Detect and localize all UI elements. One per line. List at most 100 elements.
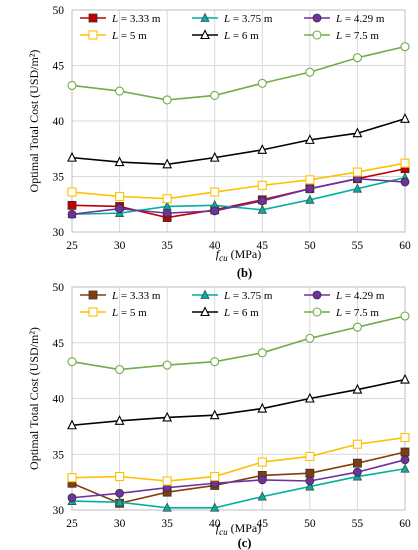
series-3 xyxy=(67,432,410,486)
y-tick-label: 45 xyxy=(53,338,65,350)
y-tick-label: 45 xyxy=(53,61,65,73)
legend-label: L = 3.75 m xyxy=(223,13,273,25)
legend-entry: L = 3.75 m xyxy=(192,12,273,25)
legend-label: L = 3.75 m xyxy=(223,290,273,302)
series-line xyxy=(71,451,406,505)
x-tick-label: 50 xyxy=(304,240,316,252)
data-point xyxy=(400,113,410,123)
series-3 xyxy=(67,158,410,204)
data-point xyxy=(210,357,220,367)
series-line xyxy=(71,118,406,166)
x-tick-label: 55 xyxy=(352,240,364,252)
x-tick-label: 35 xyxy=(161,240,173,252)
data-point xyxy=(209,409,220,420)
legend-label: L = 5 m xyxy=(111,307,147,319)
data-point xyxy=(352,53,362,63)
data-point xyxy=(352,167,362,177)
y-tick-label: 30 xyxy=(53,227,65,239)
data-point xyxy=(67,357,77,367)
data-point xyxy=(115,488,124,498)
legend-entry: L = 6 m xyxy=(192,306,259,319)
data-point xyxy=(257,180,267,190)
data-point xyxy=(305,468,315,478)
data-point xyxy=(162,95,172,105)
data-point xyxy=(257,457,267,467)
legend-entry: L = 6 m xyxy=(192,29,259,42)
data-point xyxy=(257,402,268,413)
x-tick-label: 55 xyxy=(352,518,364,530)
data-point xyxy=(114,496,125,507)
x-tick-label: 30 xyxy=(114,518,126,530)
data-point xyxy=(352,127,363,138)
x-tick-label: 40 xyxy=(209,240,221,252)
data-point xyxy=(305,333,315,343)
data-point xyxy=(257,491,267,501)
data-point xyxy=(162,208,172,218)
data-point xyxy=(305,194,315,204)
data-point xyxy=(257,348,267,358)
x-tick-label: 45 xyxy=(257,240,269,252)
y-tick-label: 40 xyxy=(53,394,65,406)
data-point xyxy=(304,392,315,403)
data-point xyxy=(400,432,410,443)
plot-frame xyxy=(71,286,406,511)
data-point xyxy=(400,311,410,321)
data-point xyxy=(257,78,267,88)
panel-caption: (b) xyxy=(237,266,252,280)
series-4 xyxy=(67,373,410,430)
data-point xyxy=(162,360,172,370)
data-point xyxy=(304,134,315,144)
series-line xyxy=(71,162,406,200)
data-point xyxy=(400,373,410,384)
series-line xyxy=(71,436,406,482)
data-point xyxy=(67,493,77,503)
data-point xyxy=(400,455,410,465)
data-point xyxy=(305,451,315,462)
data-point xyxy=(352,322,362,332)
y-tick-label: 35 xyxy=(53,449,65,461)
legend-label: L = 4.29 m xyxy=(335,13,385,25)
series-5 xyxy=(67,311,410,375)
legend-label: L = 6 m xyxy=(223,307,259,319)
series-2 xyxy=(67,174,410,219)
data-point xyxy=(67,187,77,197)
legend-entry: L = 7.5 m xyxy=(304,307,379,319)
data-point xyxy=(305,476,315,486)
data-point xyxy=(210,90,220,101)
data-point xyxy=(162,411,173,422)
data-point xyxy=(210,206,220,216)
legend-entry: L = 5 m xyxy=(80,30,147,42)
x-tick-label: 60 xyxy=(399,518,411,530)
data-point xyxy=(67,209,77,219)
legend-label: L = 7.5 m xyxy=(335,307,379,319)
legend-label: L = 3.33 m xyxy=(111,290,161,302)
data-point xyxy=(257,475,267,485)
series-4 xyxy=(67,113,410,169)
series-line xyxy=(71,378,406,427)
x-tick-label: 45 xyxy=(257,518,269,530)
data-point xyxy=(400,42,410,52)
series-line xyxy=(71,467,406,509)
x-tick-label: 60 xyxy=(399,240,411,252)
series-line xyxy=(71,315,406,371)
legend-entry: L = 4.29 m xyxy=(304,290,385,302)
series-line xyxy=(71,176,406,216)
legend-entry: L = 3.33 m xyxy=(80,290,161,302)
y-tick-label: 30 xyxy=(53,505,65,517)
data-point xyxy=(305,67,315,77)
y-tick-label: 40 xyxy=(53,116,65,128)
x-tick-label: 25 xyxy=(66,518,78,530)
data-point xyxy=(67,80,77,91)
panel-caption: (c) xyxy=(238,536,252,550)
data-point xyxy=(67,151,77,162)
x-axis-label: fcu (MPa) xyxy=(216,521,262,537)
legend-entry: L = 5 m xyxy=(80,307,147,319)
data-point xyxy=(162,158,173,169)
data-point xyxy=(400,447,410,457)
y-tick-label: 35 xyxy=(53,172,65,184)
data-point xyxy=(353,467,362,477)
x-tick-label: 30 xyxy=(114,240,126,252)
series-line xyxy=(71,45,406,101)
y-tick-label: 50 xyxy=(53,5,65,17)
